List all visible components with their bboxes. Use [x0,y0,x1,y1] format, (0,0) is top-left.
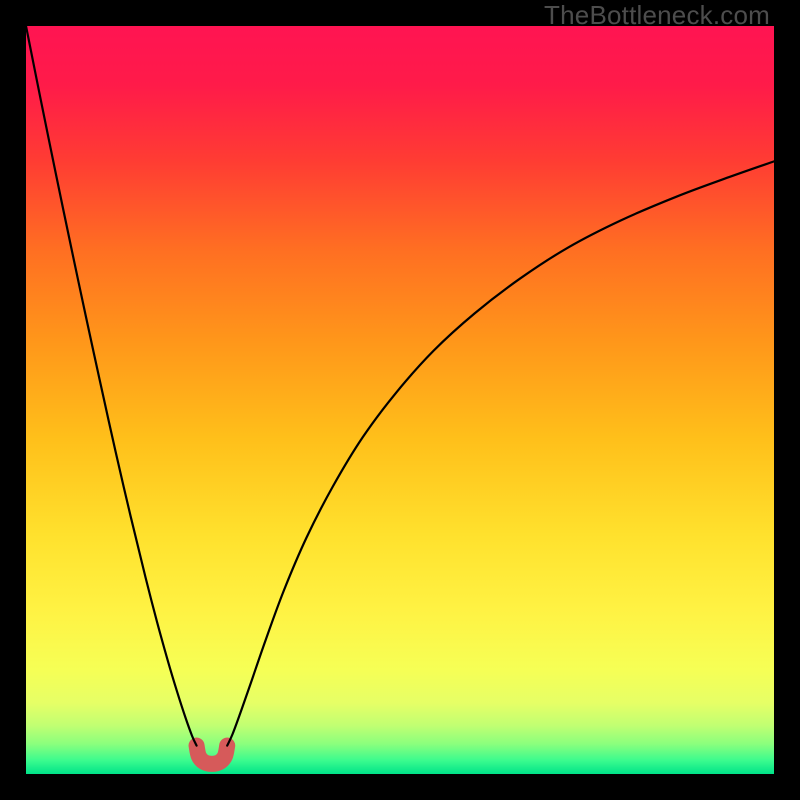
chart-stage: TheBottleneck.com [0,0,800,800]
watermark-text: TheBottleneck.com [544,0,770,31]
chart-frame [0,0,800,800]
